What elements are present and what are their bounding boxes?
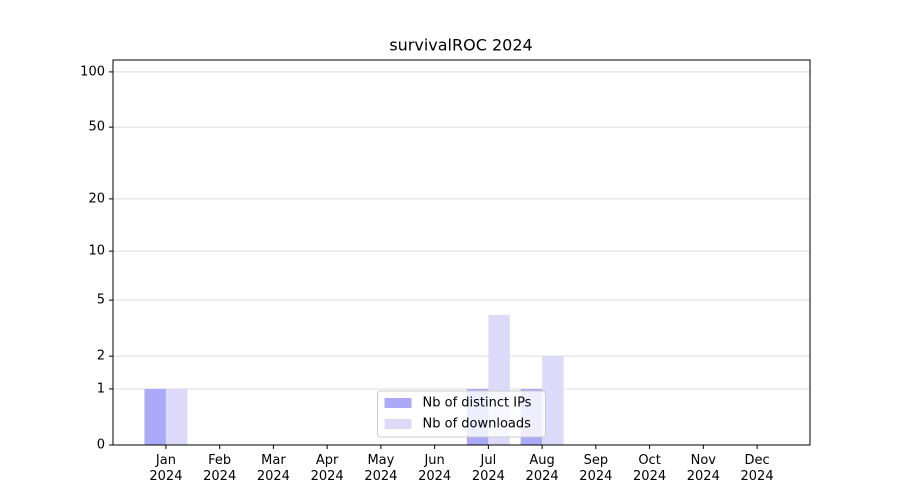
bar: [542, 356, 564, 445]
bar: [144, 388, 166, 445]
x-tick-label: Nov 2024: [686, 453, 720, 484]
legend-swatch: [384, 398, 412, 408]
y-tick-label: 50: [88, 120, 105, 135]
x-tick-label: Mar 2024: [256, 453, 290, 484]
bar: [165, 388, 188, 445]
y-tick-label: 1: [97, 381, 105, 396]
y-tick-label: 20: [88, 191, 105, 206]
x-tick-label: Apr 2024: [310, 453, 344, 484]
x-tick-label: Dec 2024: [740, 453, 774, 484]
x-tick-label: May 2024: [364, 453, 398, 484]
y-tick-label: 2: [97, 349, 105, 364]
y-tick-label: 10: [88, 244, 105, 259]
x-tick-label: Sep 2024: [579, 453, 613, 484]
legend-box: [377, 390, 546, 438]
legend-label: Nb of distinct IPs: [423, 396, 532, 411]
y-tick-label: 100: [80, 64, 105, 79]
x-tick-label: Feb 2024: [203, 453, 237, 484]
x-tick-label: Oct 2024: [633, 453, 667, 484]
y-tick-label: 5: [97, 293, 105, 308]
x-tick-label: Jul 2024: [471, 453, 505, 484]
x-tick-label: Jun 2024: [418, 453, 452, 484]
legend-label: Nb of downloads: [423, 417, 532, 432]
x-tick-label: Jan 2024: [149, 453, 183, 484]
x-tick-label: Aug 2024: [525, 453, 559, 484]
plot-frame: [112, 59, 811, 446]
legend-swatch: [384, 419, 412, 429]
y-tick-label: 0: [97, 438, 105, 453]
chart-title: survivalROC 2024: [389, 36, 532, 55]
